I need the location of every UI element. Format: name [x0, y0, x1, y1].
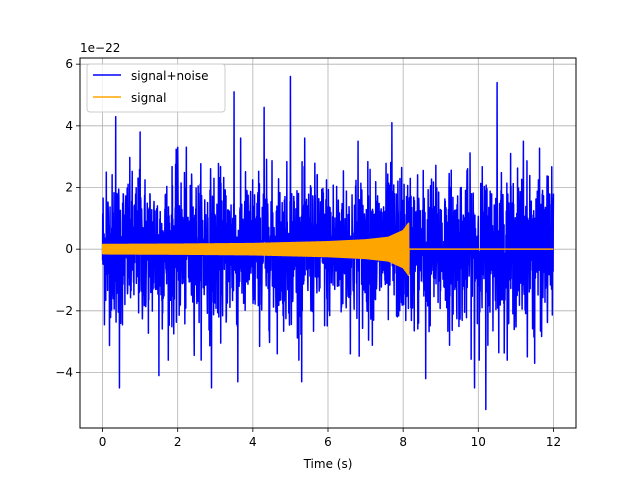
- legend-box: [86, 63, 226, 113]
- y-tick-label: −4: [55, 366, 73, 380]
- legend: signal+noise signal: [86, 63, 226, 113]
- series-line-signal-noise: [101, 75, 555, 411]
- x-tick-label: 2: [174, 435, 182, 449]
- x-tick-label: 10: [471, 435, 486, 449]
- y-tick-label: 2: [65, 181, 73, 195]
- x-tick-label: 8: [399, 435, 407, 449]
- y-tick-label: −2: [55, 304, 73, 318]
- series-line-signal: [101, 222, 555, 277]
- legend-label-signal: signal: [131, 91, 167, 105]
- x-axis-label: Time (s): [303, 457, 353, 471]
- y-offset-text: 1e−22: [80, 41, 120, 55]
- axis-ticks: 0 2 4 6 8 10 12 −4 −2 0 2 4 6: [55, 57, 561, 449]
- legend-label-signal-noise: signal+noise: [131, 69, 208, 83]
- y-tick-label: 0: [65, 242, 73, 256]
- x-tick-label: 12: [546, 435, 561, 449]
- y-tick-label: 6: [65, 57, 73, 71]
- x-tick-label: 0: [99, 435, 107, 449]
- x-tick-label: 4: [249, 435, 257, 449]
- x-tick-label: 6: [324, 435, 332, 449]
- data-layer: [101, 75, 555, 411]
- y-tick-label: 4: [65, 119, 73, 133]
